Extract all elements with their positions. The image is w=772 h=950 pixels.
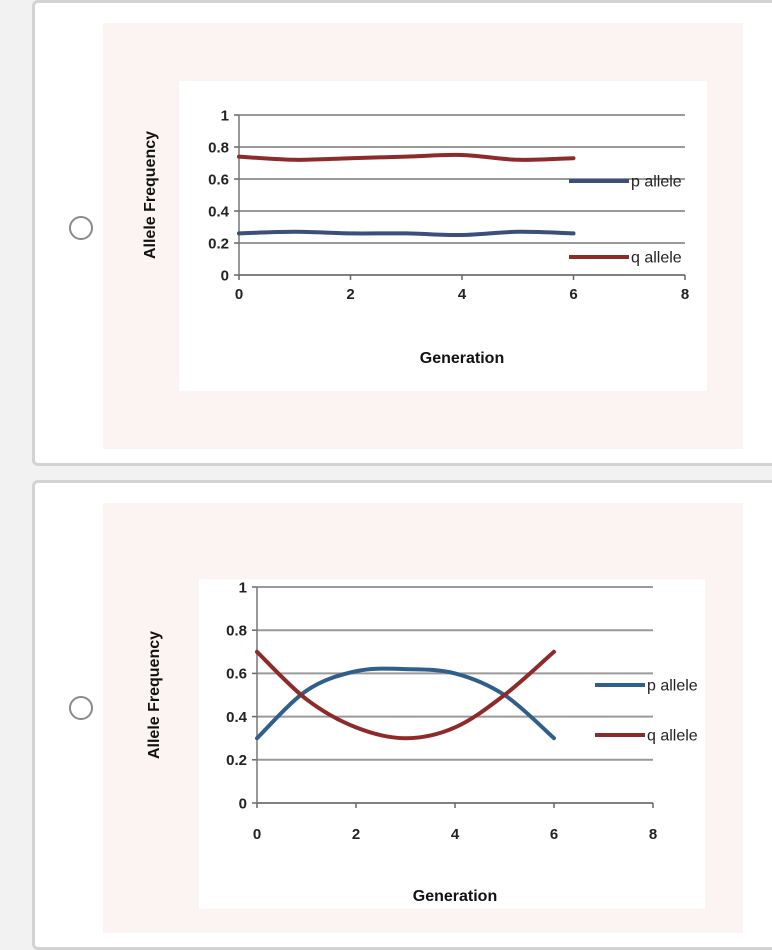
- line-chart-option-2: 0 0.2 0.4 0.6 0.8 1 0 2 4 6 8 Generation Allele Freq…: [146, 579, 705, 909]
- plot-background: [199, 579, 705, 909]
- x-tick-label: 6: [550, 826, 558, 843]
- x-tick-label: 2: [346, 286, 354, 303]
- legend-label-q-allele: q allele: [631, 250, 682, 267]
- legend-label-p-allele: p allele: [647, 678, 698, 695]
- chart-image-option-2: 0 0.2 0.4 0.6 0.8 1 0 2 4 6 8 Generation Allele Freq…: [103, 503, 743, 933]
- y-tick-label: 0.4: [226, 709, 248, 726]
- y-tick-label: 0.4: [208, 203, 230, 220]
- legend-label-q-allele: q allele: [647, 728, 698, 745]
- y-tick-label: 1: [239, 579, 247, 596]
- series-line-p-allele: [237, 229, 576, 238]
- answer-option-1[interactable]: 0 0.2 0.4 0.6 0.8 1 0 2 4 6 8 Generation Allele Freq…: [32, 0, 772, 466]
- x-tick-label: 2: [352, 826, 360, 843]
- x-tick-label: 0: [253, 826, 261, 843]
- series-line-q-allele: [237, 152, 576, 162]
- series-line-q-allele: [255, 649, 556, 741]
- radio-button-option-1[interactable]: [69, 216, 93, 240]
- y-tick-label: 0.2: [208, 235, 229, 252]
- y-tick-label: 0.6: [208, 171, 229, 188]
- y-tick-label: 1: [221, 107, 229, 124]
- x-tick-label: 4: [451, 826, 460, 843]
- chart-image-option-1: 0 0.2 0.4 0.6 0.8 1 0 2 4 6 8 Generation Allele Freq…: [103, 23, 743, 449]
- y-tick-label: 0.6: [226, 666, 247, 683]
- radio-button-option-2[interactable]: [69, 696, 93, 720]
- y-axis-label: Allele Frequency: [146, 631, 163, 759]
- x-tick-label: 4: [458, 286, 467, 303]
- y-tick-label: 0.8: [208, 139, 229, 156]
- x-axis-label: Generation: [420, 350, 504, 367]
- x-tick-label: 8: [681, 286, 689, 303]
- x-tick-label: 0: [235, 286, 243, 303]
- x-tick-label: 6: [569, 286, 577, 303]
- y-tick-label: 0.8: [226, 622, 247, 639]
- x-tick-label: 8: [649, 826, 657, 843]
- x-axis-label: Generation: [413, 888, 497, 905]
- y-tick-label: 0: [239, 795, 247, 812]
- line-chart-option-1: 0 0.2 0.4 0.6 0.8 1 0 2 4 6 8 Generation Allele Freq…: [142, 81, 707, 391]
- answer-option-2[interactable]: 0 0.2 0.4 0.6 0.8 1 0 2 4 6 8 Generation Allele Freq…: [32, 480, 772, 950]
- legend-label-p-allele: p allele: [631, 174, 682, 191]
- y-axis-label: Allele Frequency: [142, 131, 159, 259]
- y-tick-label: 0: [221, 267, 229, 284]
- y-tick-label: 0.2: [226, 752, 247, 769]
